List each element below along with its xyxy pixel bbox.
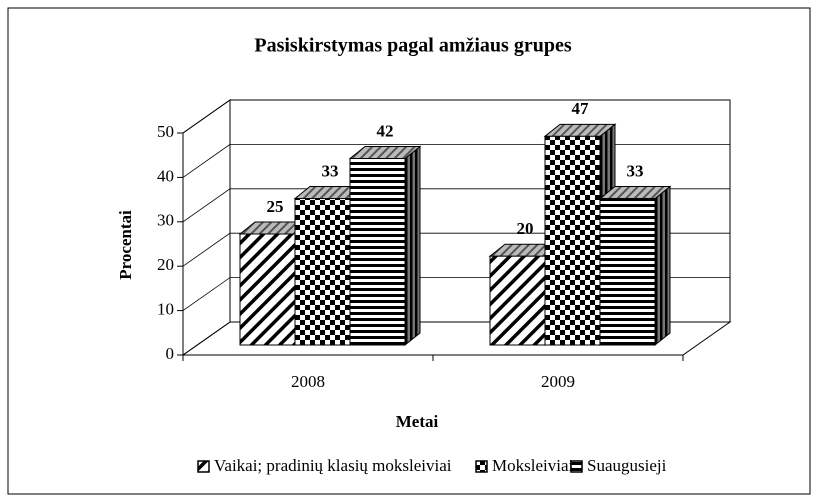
y-tick-label: 50 xyxy=(157,122,174,141)
x-axis-label: Metai xyxy=(396,412,439,431)
value-label: 25 xyxy=(267,197,284,216)
legend-swatch xyxy=(475,460,488,473)
value-label: 33 xyxy=(627,161,644,180)
bar xyxy=(599,197,656,346)
value-label: 42 xyxy=(377,121,394,140)
bar xyxy=(239,233,296,346)
legend-label: Moksleiviai xyxy=(492,456,573,475)
value-label: 33 xyxy=(322,161,339,180)
legend-swatch xyxy=(197,460,210,473)
bar xyxy=(349,158,406,346)
x-tick-label: 2009 xyxy=(541,372,575,391)
y-tick-label: 20 xyxy=(157,255,174,274)
bar-side xyxy=(404,145,421,347)
legend-label: Vaikai; pradinių klasių moksleiviai xyxy=(214,456,452,475)
bar-side xyxy=(654,185,671,347)
bar xyxy=(294,197,351,346)
y-tick-label: 30 xyxy=(157,211,174,230)
side-wall xyxy=(182,99,231,356)
y-tick-label: 0 xyxy=(166,344,175,363)
value-label: 20 xyxy=(517,219,534,238)
legend-label: Suaugusieji xyxy=(587,456,667,475)
y-axis-label: Procentai xyxy=(116,210,135,280)
value-label: 47 xyxy=(572,99,590,118)
bar xyxy=(489,255,546,346)
bar xyxy=(544,135,601,346)
chart-title: Pasiskirstymas pagal amžiaus grupes xyxy=(254,35,571,57)
y-tick-label: 10 xyxy=(157,300,174,319)
x-tick-label: 2008 xyxy=(291,372,325,391)
grid-line xyxy=(182,99,730,134)
legend-swatch xyxy=(570,460,583,473)
y-tick-label: 40 xyxy=(157,166,174,185)
